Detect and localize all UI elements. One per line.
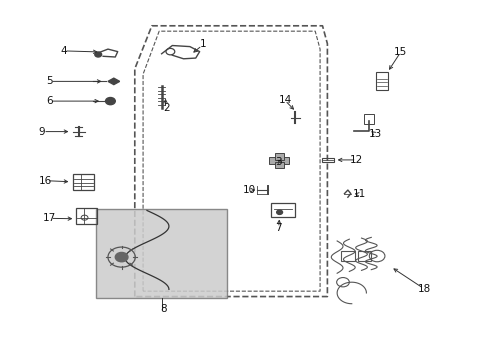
Text: 14: 14 bbox=[278, 95, 291, 105]
Bar bbox=[375, 72, 387, 90]
Bar bbox=[280, 157, 289, 164]
Bar bbox=[271, 203, 294, 217]
Bar bbox=[274, 162, 283, 168]
Text: 12: 12 bbox=[349, 155, 363, 165]
Circle shape bbox=[105, 98, 115, 105]
Text: 3: 3 bbox=[275, 157, 282, 167]
Bar bbox=[340, 251, 354, 261]
Text: 11: 11 bbox=[352, 189, 365, 199]
Text: 4: 4 bbox=[61, 46, 67, 56]
Bar bbox=[76, 208, 97, 224]
Circle shape bbox=[115, 252, 128, 262]
Bar bbox=[321, 158, 333, 162]
Text: 13: 13 bbox=[368, 129, 381, 139]
Text: 10: 10 bbox=[243, 185, 255, 195]
Circle shape bbox=[95, 52, 102, 57]
Text: 16: 16 bbox=[39, 176, 52, 186]
Text: 17: 17 bbox=[43, 213, 56, 223]
Bar bbox=[73, 174, 94, 190]
Bar bbox=[357, 251, 370, 261]
Bar bbox=[274, 153, 283, 159]
Text: 6: 6 bbox=[46, 96, 53, 106]
Text: 7: 7 bbox=[275, 224, 282, 233]
Bar bbox=[364, 114, 373, 125]
Text: 5: 5 bbox=[46, 76, 53, 86]
Text: 1: 1 bbox=[199, 39, 206, 49]
Text: 15: 15 bbox=[393, 46, 407, 57]
Text: 18: 18 bbox=[416, 284, 430, 294]
Bar bbox=[96, 209, 227, 298]
Bar bbox=[268, 157, 277, 164]
Text: 2: 2 bbox=[163, 103, 169, 113]
Polygon shape bbox=[108, 78, 120, 85]
Circle shape bbox=[276, 210, 282, 215]
Text: 8: 8 bbox=[161, 304, 167, 314]
Text: 9: 9 bbox=[39, 127, 45, 136]
